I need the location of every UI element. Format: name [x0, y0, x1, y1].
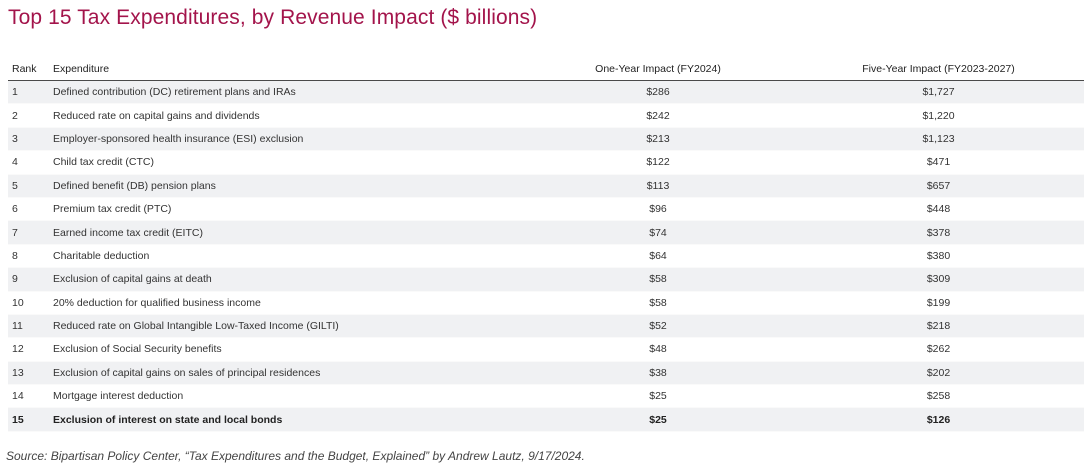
rank-cell: 11 — [8, 314, 53, 339]
rank-cell: 1 — [8, 80, 53, 105]
column-header-one-year-impact: One-Year Impact (FY2024) — [523, 58, 793, 81]
one-year-impact-cell: $213 — [523, 127, 793, 152]
rank-cell: 13 — [8, 361, 53, 386]
rank-cell: 3 — [8, 127, 53, 152]
one-year-impact-cell: $286 — [523, 80, 793, 105]
table-row: 7 Earned income tax credit (EITC) $74 $378 — [8, 220, 1084, 245]
expenditure-cell: Charitable deduction — [53, 244, 523, 269]
five-year-impact-cell: $258 — [793, 384, 1084, 409]
five-year-impact-cell: $202 — [793, 361, 1084, 386]
five-year-impact-cell: $1,220 — [793, 103, 1084, 128]
table-row: 11 Reduced rate on Global Intangible Low-… — [8, 314, 1084, 339]
one-year-impact-cell: $74 — [523, 220, 793, 245]
five-year-impact-cell: $126 — [793, 407, 1084, 432]
rank-cell: 9 — [8, 267, 53, 292]
expenditure-cell: Premium tax credit (PTC) — [53, 197, 523, 222]
one-year-impact-cell: $58 — [523, 267, 793, 292]
rank-cell: 4 — [8, 150, 53, 175]
rank-cell: 7 — [8, 220, 53, 245]
source-note: Source: Bipartisan Policy Center, “Tax E… — [6, 449, 585, 463]
column-header-expenditure: Expenditure — [53, 58, 523, 81]
five-year-impact-cell: $218 — [793, 314, 1084, 339]
table-header-row: Rank Expenditure One-Year Impact (FY2024… — [8, 58, 1084, 81]
five-year-impact-cell: $199 — [793, 291, 1084, 315]
one-year-impact-cell: $64 — [523, 244, 793, 269]
expenditure-cell: Mortgage interest deduction — [53, 384, 523, 409]
expenditure-cell: Exclusion of interest on state and local… — [53, 407, 523, 432]
five-year-impact-cell: $1,727 — [793, 80, 1084, 105]
one-year-impact-cell: $52 — [523, 314, 793, 339]
column-header-rank: Rank — [8, 58, 53, 81]
expenditure-cell: Child tax credit (CTC) — [53, 150, 523, 175]
table-row: 9 Exclusion of capital gains at death $58 $… — [8, 267, 1084, 292]
rank-cell: 10 — [8, 291, 53, 315]
five-year-impact-cell: $262 — [793, 337, 1084, 362]
table-row: 14 Mortgage interest deduction $25 $258 — [8, 384, 1084, 409]
one-year-impact-cell: $96 — [523, 197, 793, 222]
expenditure-cell: Earned income tax credit (EITC) — [53, 220, 523, 245]
rank-cell: 15 — [8, 407, 53, 432]
expenditure-cell: Reduced rate on Global Intangible Low-Ta… — [53, 314, 523, 339]
five-year-impact-cell: $309 — [793, 267, 1084, 292]
page-title: Top 15 Tax Expenditures, by Revenue Impa… — [8, 6, 538, 29]
table-row: 1 Defined contribution (DC) retirement pl… — [8, 80, 1084, 105]
table-body: 1 Defined contribution (DC) retirement pl… — [8, 80, 1084, 432]
rank-cell: 14 — [8, 384, 53, 409]
table-row: 5 Defined benefit (DB) pension plans $113 $… — [8, 174, 1084, 198]
expenditure-cell: Exclusion of capital gains at death — [53, 267, 523, 292]
one-year-impact-cell: $38 — [523, 361, 793, 386]
expenditure-cell: Defined contribution (DC) retirement pla… — [53, 80, 523, 105]
five-year-impact-cell: $380 — [793, 244, 1084, 269]
table-row: 4 Child tax credit (CTC) $122 $471 — [8, 150, 1084, 175]
expenditure-cell: Employer-sponsored health insurance (ESI… — [53, 127, 523, 152]
table-row: 3 Employer-sponsored health insurance (ES… — [8, 127, 1084, 152]
five-year-impact-cell: $448 — [793, 197, 1084, 222]
column-header-five-year-impact: Five-Year Impact (FY2023-2027) — [793, 58, 1084, 81]
table-row: 10 20% deduction for qualified business i… — [8, 291, 1084, 315]
tax-expenditures-table: Rank Expenditure One-Year Impact (FY2024… — [8, 58, 1084, 432]
five-year-impact-cell: $471 — [793, 150, 1084, 175]
rank-cell: 2 — [8, 103, 53, 128]
tax-expenditures-table-container: Rank Expenditure One-Year Impact (FY2024… — [8, 58, 1084, 432]
expenditure-cell: Exclusion of capital gains on sales of p… — [53, 361, 523, 386]
rank-cell: 12 — [8, 337, 53, 362]
rank-cell: 8 — [8, 244, 53, 269]
one-year-impact-cell: $113 — [523, 174, 793, 198]
one-year-impact-cell: $242 — [523, 103, 793, 128]
expenditure-cell: Defined benefit (DB) pension plans — [53, 174, 523, 198]
one-year-impact-cell: $48 — [523, 337, 793, 362]
rank-cell: 6 — [8, 197, 53, 222]
table-row: 8 Charitable deduction $64 $380 — [8, 244, 1084, 269]
expenditure-cell: Exclusion of Social Security benefits — [53, 337, 523, 362]
one-year-impact-cell: $25 — [523, 407, 793, 432]
one-year-impact-cell: $122 — [523, 150, 793, 175]
one-year-impact-cell: $58 — [523, 291, 793, 315]
one-year-impact-cell: $25 — [523, 384, 793, 409]
five-year-impact-cell: $378 — [793, 220, 1084, 245]
rank-cell: 5 — [8, 174, 53, 198]
table-row: 13 Exclusion of capital gains on sales of… — [8, 361, 1084, 386]
table-row: 2 Reduced rate on capital gains and divid… — [8, 103, 1084, 128]
expenditure-cell: Reduced rate on capital gains and divide… — [53, 103, 523, 128]
table-row: 6 Premium tax credit (PTC) $96 $448 — [8, 197, 1084, 222]
table-row: 12 Exclusion of Social Security benefits $… — [8, 337, 1084, 362]
five-year-impact-cell: $657 — [793, 174, 1084, 198]
table-row: 15 Exclusion of interest on state and loc… — [8, 407, 1084, 432]
expenditure-cell: 20% deduction for qualified business inc… — [53, 291, 523, 315]
five-year-impact-cell: $1,123 — [793, 127, 1084, 152]
